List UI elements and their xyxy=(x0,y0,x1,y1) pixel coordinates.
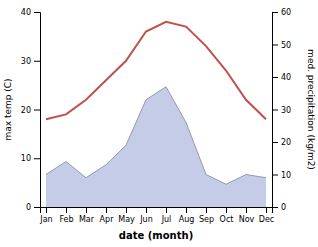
tick-label: 30 xyxy=(281,106,291,115)
axis-domain xyxy=(41,208,273,214)
tick: Dec xyxy=(259,207,274,224)
tick-mark xyxy=(272,12,278,13)
tick-mark xyxy=(266,207,267,213)
tick: 30 xyxy=(21,57,40,66)
tick-label: 0 xyxy=(26,203,31,212)
tick-label: Nov xyxy=(239,215,255,224)
tick: Oct xyxy=(220,207,234,224)
tick: May xyxy=(118,207,135,224)
tick: 20 xyxy=(272,138,291,147)
tick-label: Sep xyxy=(199,215,214,224)
tick-mark xyxy=(34,110,40,111)
plot-area xyxy=(46,22,266,207)
tick-label: Jun xyxy=(139,215,153,224)
tick-mark xyxy=(34,207,40,208)
tick: Aug xyxy=(179,207,195,224)
tick-mark xyxy=(246,207,247,213)
tick-mark xyxy=(66,207,67,213)
tick-mark xyxy=(272,207,278,208)
tick-label: Jul xyxy=(161,215,172,224)
tick-label: Apr xyxy=(100,215,115,224)
tick-label: 40 xyxy=(281,73,291,82)
tick-label: 0 xyxy=(281,203,286,212)
tick-label: May xyxy=(118,215,135,224)
tick: 0 xyxy=(26,203,40,212)
axis-domain xyxy=(34,13,41,208)
tick-mark xyxy=(34,158,40,159)
tick-mark xyxy=(34,61,40,62)
tick-label: Oct xyxy=(220,215,234,224)
tick-mark xyxy=(86,207,87,213)
tick: Mar xyxy=(79,207,95,224)
temperature-line xyxy=(46,22,266,120)
y2-axis: 0 10 20 30 40 50 60 xyxy=(272,8,291,212)
axis-domain xyxy=(273,13,279,208)
tick-label: Dec xyxy=(259,215,274,224)
tick: 40 xyxy=(21,8,40,17)
tick-mark xyxy=(272,110,278,111)
tick-label: 10 xyxy=(21,154,31,163)
tick: 20 xyxy=(21,106,40,115)
tick: Jun xyxy=(139,207,153,224)
tick: Apr xyxy=(100,207,115,224)
tick-label: 20 xyxy=(281,138,291,147)
tick-label: 40 xyxy=(21,8,31,17)
tick-mark xyxy=(186,207,187,213)
tick-label: Feb xyxy=(59,215,73,224)
chart: Jan Feb Mar AprMay Jun Jul Aug Sep Oct Nov Dec 0 10 2… xyxy=(0,0,318,247)
tick-label: 20 xyxy=(21,106,31,115)
tick-label: 50 xyxy=(281,41,291,50)
tick-mark xyxy=(272,175,278,176)
x-axis-title: date (month) xyxy=(119,230,193,241)
tick: Nov xyxy=(239,207,255,224)
tick-mark xyxy=(166,207,167,213)
precipitation-line xyxy=(46,87,266,185)
tick-label: 30 xyxy=(21,57,31,66)
tick: Jul xyxy=(161,207,172,224)
tick-mark xyxy=(34,12,40,13)
tick-mark xyxy=(106,207,107,213)
tick: 10 xyxy=(21,154,40,163)
x-axis: Jan Feb Mar AprMay Jun Jul Aug Sep Oct Nov Dec xyxy=(39,207,274,224)
tick-label: Aug xyxy=(179,215,195,224)
tick-label: 60 xyxy=(281,8,291,17)
tick-label: 10 xyxy=(281,171,291,180)
tick: 50 xyxy=(272,41,291,50)
tick: 0 xyxy=(272,203,286,212)
tick: 10 xyxy=(272,171,291,180)
tick-mark xyxy=(146,207,147,213)
tick-label: Jan xyxy=(39,215,52,224)
tick: 30 xyxy=(272,106,291,115)
tick-mark xyxy=(272,77,278,78)
tick: Sep xyxy=(199,207,214,224)
tick: Jan xyxy=(39,207,52,224)
tick: Feb xyxy=(59,207,73,224)
tick-mark xyxy=(272,45,278,46)
tick-mark xyxy=(126,207,127,213)
tick-label: Mar xyxy=(79,215,95,224)
y-axis-title: max temp (C) xyxy=(3,78,13,140)
y-axis: 0 10 20 30 40 xyxy=(21,8,41,212)
tick: 40 xyxy=(272,73,291,82)
tick-mark xyxy=(206,207,207,213)
y2-axis-title: med. precipitation (kg/m2) xyxy=(306,49,316,170)
tick-mark xyxy=(226,207,227,213)
tick: 60 xyxy=(272,8,291,17)
tick-mark xyxy=(272,142,278,143)
tick-mark xyxy=(46,207,47,213)
